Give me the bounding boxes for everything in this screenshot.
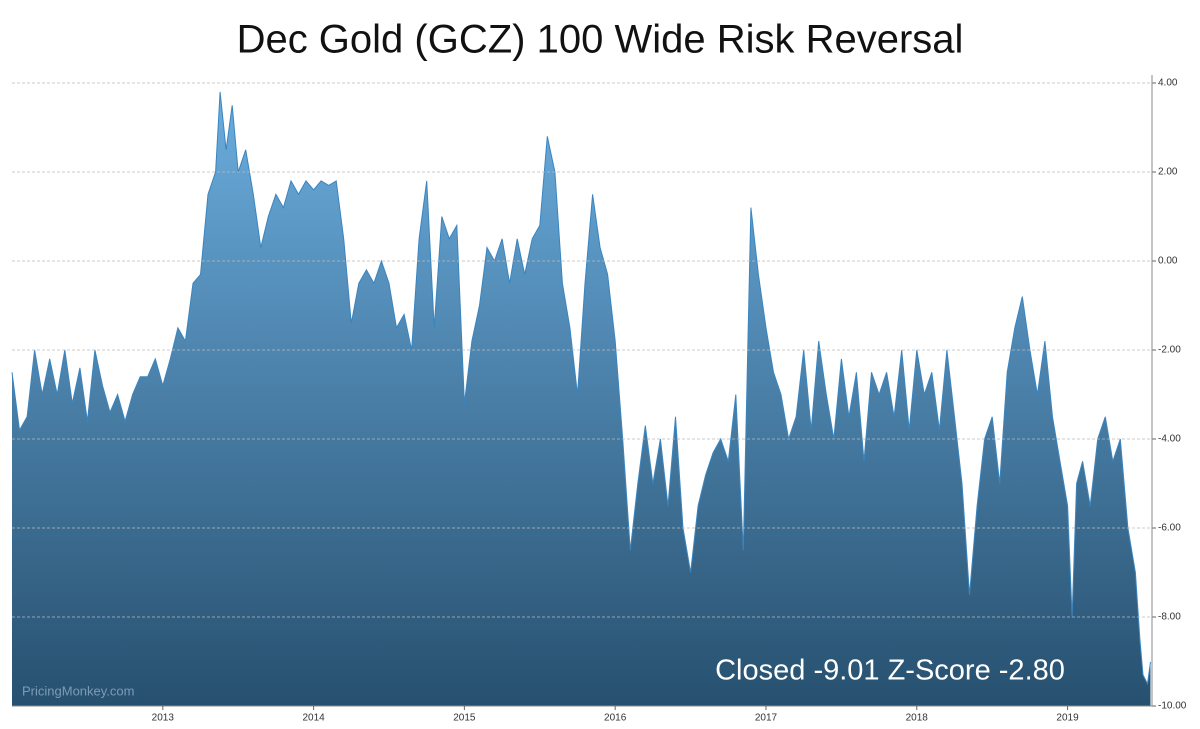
x-tick-label: 2013 (152, 713, 175, 724)
x-tick-label: 2017 (755, 713, 778, 724)
y-tick-label: -10.00 (1158, 701, 1187, 712)
chart-title: Dec Gold (GCZ) 100 Wide Risk Reversal (237, 18, 964, 62)
y-tick-label: -4.00 (1158, 434, 1181, 445)
area-line (11, 91, 1151, 686)
y-tick-label: 2.00 (1158, 167, 1178, 178)
x-tick-label: 2014 (302, 713, 325, 724)
x-tick-label: 2015 (453, 713, 476, 724)
y-tick-label: 0.00 (1158, 256, 1178, 267)
annotation: Closed -9.01 Z-Score -2.80 (715, 655, 1065, 687)
y-tick-label: -6.00 (1158, 523, 1181, 534)
y-tick-label: -8.00 (1158, 612, 1181, 623)
x-tick-label: 2019 (1056, 713, 1079, 724)
area (12, 91, 1151, 706)
x-tick-label: 2018 (906, 713, 929, 724)
x-tick-label: 2016 (604, 713, 627, 724)
y-tick-label: 4.00 (1158, 78, 1178, 89)
watermark: PricingMonkey.com (22, 683, 134, 698)
y-tick-label: -2.00 (1158, 345, 1181, 356)
